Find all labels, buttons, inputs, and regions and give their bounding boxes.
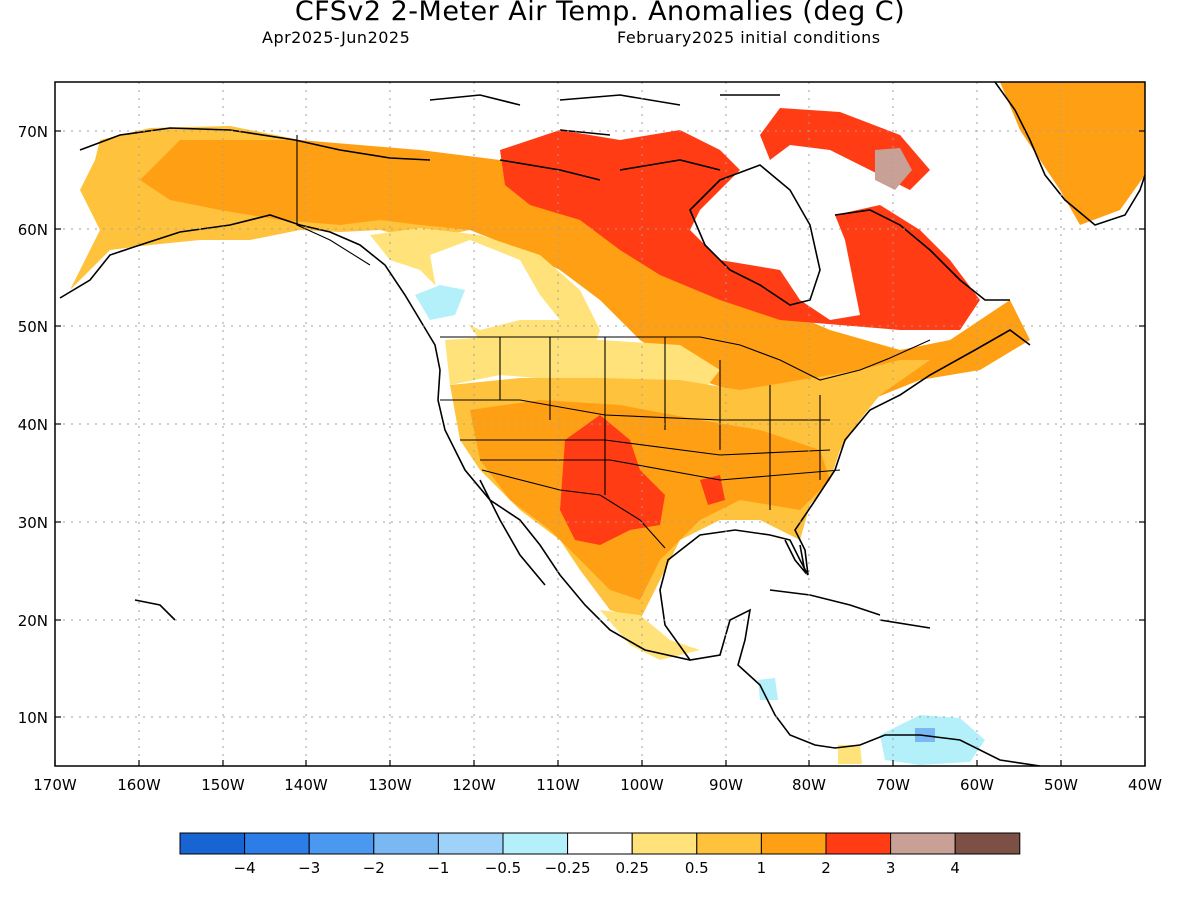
legend-swatch (437, 832, 504, 855)
initial-conditions: February2025 initial conditions (617, 28, 881, 47)
legend-swatch (825, 832, 892, 855)
valid-period: Apr2025-Jun2025 (262, 28, 411, 47)
coastline-labrador (834, 209, 1010, 301)
lat-label-70n: 70N (18, 123, 48, 141)
anomaly-region-cool-central-america (758, 678, 778, 700)
longitude-labels: 170W 160W 150W 140W 130W 120W 110W 100W … (33, 776, 1162, 794)
color-legend: −4 −3 −2 −1 −0.5 −0.25 0.25 0.5 1 2 3 4 (179, 832, 1021, 877)
anomaly-region-canada-band (140, 140, 1030, 410)
legend-label: 1 (757, 859, 767, 877)
anomaly-region-mexico-yellow (600, 610, 700, 660)
legend-swatch (179, 832, 246, 855)
lat-label-20n: 20N (18, 612, 48, 630)
legend-swatch (244, 832, 310, 855)
lon-label-150w: 150W (201, 776, 245, 794)
coastline-baja (479, 479, 546, 586)
lat-label-40n: 40N (18, 416, 48, 434)
legend-label: −3 (298, 859, 320, 877)
anomaly-region-neutral (430, 240, 560, 330)
anomaly-region-brown (875, 148, 912, 190)
lon-label-130w: 130W (368, 776, 412, 794)
coastline-gulf (659, 329, 1031, 661)
anomaly-region-caribbean-yellow (838, 745, 862, 764)
coastline-arctic-islands (429, 94, 780, 181)
anomaly-region-arctic-red (500, 130, 980, 330)
coastline-greenland (994, 82, 1145, 226)
lon-label-50w: 50W (1044, 776, 1078, 794)
legend-swatch (373, 832, 439, 855)
coastline-hispaniola (879, 619, 931, 629)
legend-swatch (954, 832, 1021, 855)
legend-label: 0.25 (615, 859, 648, 877)
lon-label-40w: 40W (1128, 776, 1162, 794)
border-alaska-canada (296, 135, 371, 266)
political-boundaries (296, 135, 931, 549)
lon-label-170w: 170W (33, 776, 77, 794)
graticule (55, 82, 1145, 766)
coastline-florida (784, 539, 807, 575)
lon-label-80w: 80W (792, 776, 826, 794)
lon-label-110w: 110W (536, 776, 580, 794)
lat-label-30n: 30N (18, 514, 48, 532)
anomaly-field (70, 82, 1145, 765)
legend-swatch (631, 832, 698, 855)
coastline-alaska-north (79, 127, 431, 161)
coastline-north-america (59, 214, 1041, 766)
lon-label-140w: 140W (284, 776, 328, 794)
coastline-hawaii (134, 599, 176, 621)
legend-swatch (502, 832, 569, 855)
legend-swatch (567, 832, 633, 855)
legend-swatch (308, 832, 375, 855)
legend-label: −2 (363, 859, 385, 877)
legend-label: −1 (427, 859, 449, 877)
anomaly-region-greenland (1000, 82, 1145, 225)
legend-label: 3 (886, 859, 896, 877)
legend-label: 4 (950, 859, 960, 877)
coastline-cuba (769, 589, 881, 616)
border-us-mexico (481, 469, 666, 549)
axis-ticks (54, 130, 1146, 766)
anomaly-region-sw-red (560, 415, 665, 545)
lon-label-60w: 60W (960, 776, 994, 794)
legend-swatch (890, 832, 956, 855)
latitude-labels: 70N 60N 50N 40N 30N 20N 10N (18, 123, 48, 727)
lon-label-70w: 70W (876, 776, 910, 794)
map-title: CFSv2 2-Meter Air Temp. Anomalies (deg C… (294, 0, 906, 27)
legend-label: 2 (821, 859, 831, 877)
coastline-hudson-bay (689, 164, 821, 306)
lat-label-50n: 50N (18, 318, 48, 336)
lon-label-120w: 120W (452, 776, 496, 794)
lon-label-100w: 100W (620, 776, 664, 794)
lat-label-60n: 60N (18, 221, 48, 239)
lat-label-10n: 10N (18, 709, 48, 727)
legend-label: 0.5 (685, 859, 709, 877)
legend-label: −4 (234, 859, 256, 877)
anomaly-region-cool-bc (415, 285, 465, 320)
anomaly-region-gulf-red (700, 475, 725, 505)
lon-label-160w: 160W (117, 776, 161, 794)
border-us-canada (440, 336, 931, 381)
legend-swatch (696, 832, 762, 855)
border-us-states-2 (440, 399, 841, 481)
lon-label-90w: 90W (709, 776, 743, 794)
legend-swatch (760, 832, 827, 855)
legend-label: −0.25 (545, 859, 591, 877)
legend-label: −0.5 (485, 859, 521, 877)
coastlines (59, 82, 1145, 766)
